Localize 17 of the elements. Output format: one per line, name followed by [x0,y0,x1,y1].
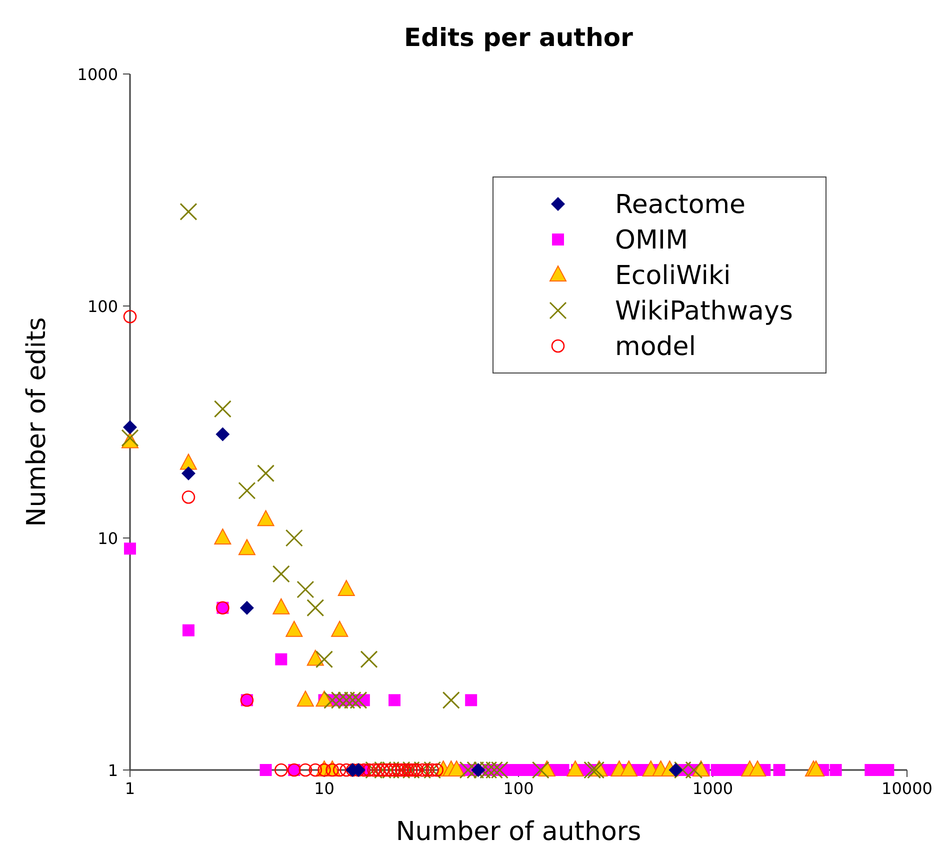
legend-label: model [615,332,696,362]
x-axis-title: Number of authors [396,817,642,847]
y-tick-label: 1000 [77,65,118,84]
x-tick-label: 1000 [692,779,734,798]
legend-label: Reactome [615,190,746,220]
legend-label: OMIM [615,226,688,256]
y-axis-title: Number of edits [22,317,52,527]
x-tick-label: 100 [503,779,534,798]
chart-title: Edits per author [404,23,634,52]
legend-label: WikiPathways [615,296,793,326]
x-tick-label: 10000 [882,779,932,798]
x-tick-label: 1 [124,779,136,798]
y-tick-label: 100 [87,297,118,316]
legend-label: EcoliWiki [615,261,731,291]
y-tick-label: 1 [108,761,118,780]
y-tick-label: 10 [98,529,118,548]
x-tick-label: 10 [314,779,334,798]
